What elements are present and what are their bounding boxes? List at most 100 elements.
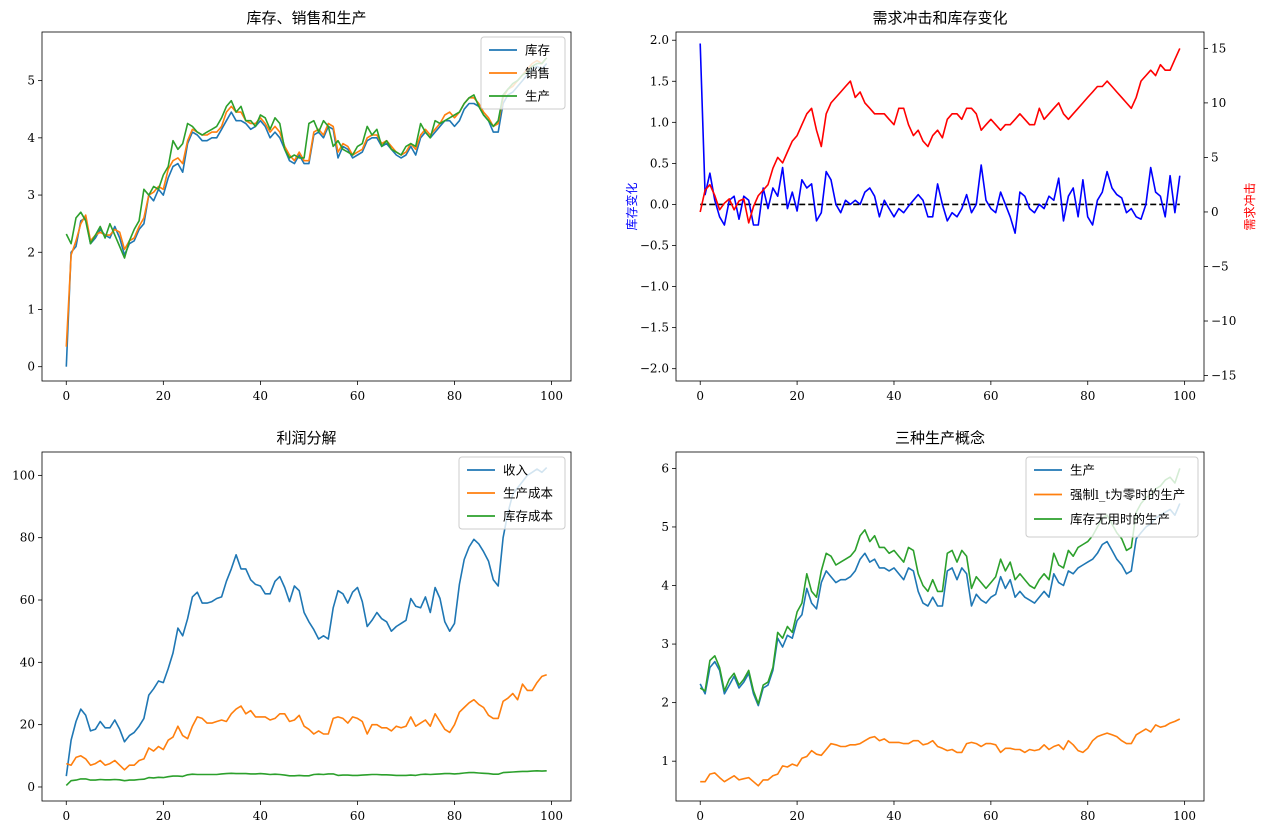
legend-box [458, 456, 566, 530]
y-tick-label: 2 [661, 696, 669, 710]
y-tick-label: 100 [12, 468, 35, 482]
x-tick-label: 40 [886, 809, 901, 823]
x-tick-label: 60 [350, 809, 365, 823]
y-tick-label: 4 [27, 131, 35, 145]
x-tick-label: 0 [696, 389, 704, 403]
series-line [699, 43, 1181, 234]
x-tick-label: 20 [156, 809, 171, 823]
legend-label: 生产成本 [503, 486, 554, 501]
x-tick-label: 20 [156, 389, 171, 403]
y-tick-label: 5 [661, 520, 669, 534]
x-tick-label: 0 [62, 389, 70, 403]
x-tick-label: 60 [983, 809, 998, 823]
y-tick-label: 2.0 [650, 33, 669, 47]
chart-three-production-concepts: 三种生产概念 0 20 40 60 80 100 1 2 3 4 5 6 生产强制l_t为零时的生产库存无… [661, 429, 1205, 823]
x-tick-label: 80 [447, 389, 462, 403]
y2-axis-label: 需求冲击 [1242, 182, 1257, 230]
series-line [700, 718, 1181, 787]
y-tick-label: −1.5 [640, 321, 669, 335]
y2-tick-label: −15 [1211, 369, 1236, 383]
legend-label: 生产 [1070, 463, 1095, 478]
legend-label: 销售 [525, 66, 550, 81]
y2-tick-label: 0 [1211, 205, 1219, 219]
y2-tick-label: 5 [1211, 150, 1219, 164]
plot-area [699, 43, 1181, 234]
y2-tick-label: 15 [1211, 41, 1226, 55]
y-tick-label: 1 [27, 302, 35, 316]
y-tick-label: 40 [20, 655, 35, 669]
chart-title: 三种生产概念 [895, 429, 985, 447]
x-tick-label: 100 [540, 389, 563, 403]
plot-area [65, 467, 548, 786]
x-tick-label: 80 [447, 809, 462, 823]
y-tick-label: 6 [661, 461, 669, 475]
y-tick-label: 0.5 [650, 156, 669, 170]
x-tick-label: 100 [540, 809, 563, 823]
series-line [65, 62, 548, 367]
legend-box [480, 36, 566, 110]
series-line [65, 769, 547, 786]
y-tick-label: 0.0 [650, 197, 669, 211]
y2-tick-label: −10 [1211, 314, 1236, 328]
y-tick-label: 0 [27, 780, 35, 794]
x-tick-label: 40 [253, 389, 268, 403]
legend-label: 库存 [525, 43, 550, 58]
x-tick-label: 80 [1080, 809, 1095, 823]
legend-label: 收入 [503, 463, 529, 478]
x-tick-label: 40 [886, 389, 901, 403]
x-tick-label: 60 [350, 389, 365, 403]
y2-tick-label: 10 [1211, 96, 1226, 110]
y-tick-label: 80 [20, 531, 35, 545]
y-tick-label: 2 [27, 245, 35, 259]
y-tick-label: 1.0 [650, 115, 669, 129]
y-tick-label: 5 [27, 74, 35, 88]
y-tick-label: 0 [27, 360, 35, 374]
axes-frame [41, 31, 572, 382]
chart-title: 利润分解 [276, 429, 336, 447]
x-tick-label: 100 [1173, 809, 1196, 823]
x-tick-label: 20 [789, 389, 804, 403]
chart-title: 需求冲击和库存变化 [872, 9, 1007, 27]
x-tick-label: 60 [983, 389, 998, 403]
series-line [66, 674, 547, 771]
plot-area [65, 57, 548, 367]
y-tick-label: 60 [20, 593, 35, 607]
legend-label: 库存无用时的生产 [1070, 512, 1170, 527]
series-line [65, 57, 548, 259]
y-tick-label: 3 [27, 188, 35, 202]
axes-frame [675, 451, 1205, 802]
y-tick-label: 1.5 [650, 74, 669, 88]
legend-box [1025, 456, 1199, 538]
series-line [65, 57, 548, 347]
x-tick-label: 40 [253, 809, 268, 823]
y-tick-label: 3 [661, 637, 669, 651]
x-tick-label: 0 [696, 809, 704, 823]
series-line [65, 467, 548, 777]
legend-label: 生产 [525, 89, 550, 104]
legend-label: 强制l_t为零时的生产 [1070, 487, 1185, 502]
x-tick-label: 20 [789, 809, 804, 823]
y-tick-label: −1.0 [640, 280, 669, 294]
x-tick-label: 80 [1080, 389, 1095, 403]
x-tick-label: 100 [1173, 389, 1196, 403]
y2-tick-label: −5 [1211, 259, 1229, 273]
y-tick-label: −0.5 [640, 239, 669, 253]
series-line [699, 48, 1181, 224]
y-axis-label: 库存变化 [624, 182, 639, 230]
chart-title: 库存、销售和生产 [246, 9, 366, 27]
y-tick-label: −2.0 [640, 362, 669, 376]
axes-frame [41, 451, 572, 802]
y-tick-label: 4 [661, 579, 669, 593]
series-line [699, 503, 1181, 707]
axes-frame [675, 31, 1205, 382]
legend-label: 库存成本 [503, 509, 554, 524]
x-tick-label: 0 [62, 809, 70, 823]
y-tick-label: 1 [661, 754, 669, 768]
